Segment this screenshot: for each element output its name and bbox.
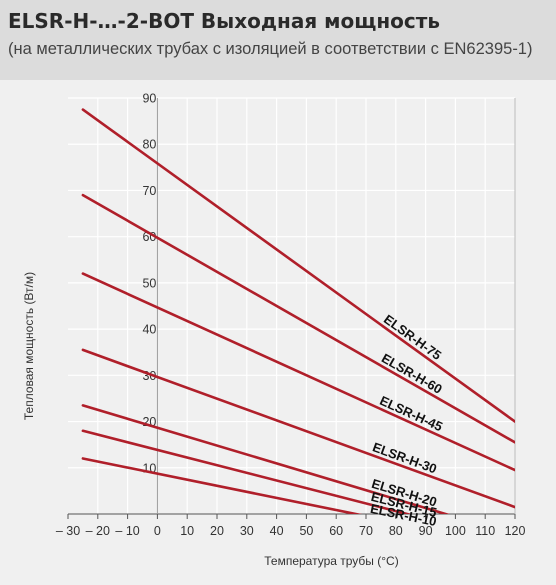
x-tick-label: 110 [475,524,495,538]
series-lines [81,108,515,514]
x-axis-label: Температура трубы (°C) [264,554,398,568]
x-tick-label: 40 [270,524,284,538]
y-tick-label: 60 [142,230,156,244]
series-line-elsr-h-75 [81,108,515,423]
series-line-elsr-h-15 [81,429,413,514]
chart-panel [0,80,556,585]
series-line-elsr-h-60 [81,193,515,444]
x-tick-label: 70 [359,524,373,538]
x-tick-label: – 20 [86,524,110,538]
x-tick-label: 100 [445,524,466,538]
y-tick-label: 40 [142,323,156,337]
x-tick-label: – 30 [56,524,80,538]
x-tick-label: 60 [329,524,343,538]
x-tick-label: 80 [389,524,403,538]
x-tick-label: 120 [505,524,526,538]
x-tick-label: 10 [180,524,194,538]
header-panel: ELSR-H-…-2-BOT Выходная мощность (на мет… [0,0,556,80]
y-tick-label: 70 [142,184,156,198]
x-tick-label: 20 [210,524,224,538]
y-axis-label: Тепловая мощность (Вт/м) [22,272,36,420]
series-line-elsr-h-20 [81,404,451,514]
page-title: ELSR-H-…-2-BOT Выходная мощность [8,9,441,33]
x-tick-label: 50 [299,524,313,538]
y-tick-label: 80 [142,138,156,152]
page-subtitle: (на металлических трубах с изоляцией в с… [8,40,533,58]
x-tick-label: – 10 [115,524,139,538]
series-line-elsr-h-10 [81,457,363,514]
x-tick-label: 30 [240,524,254,538]
series-line-elsr-h-30 [81,348,515,509]
y-tick-label: 90 [142,92,156,106]
x-tick-label: 90 [419,524,433,538]
x-tick-label: 0 [154,524,161,538]
y-tick-label: 50 [142,276,156,290]
series-line-elsr-h-45 [81,272,515,472]
